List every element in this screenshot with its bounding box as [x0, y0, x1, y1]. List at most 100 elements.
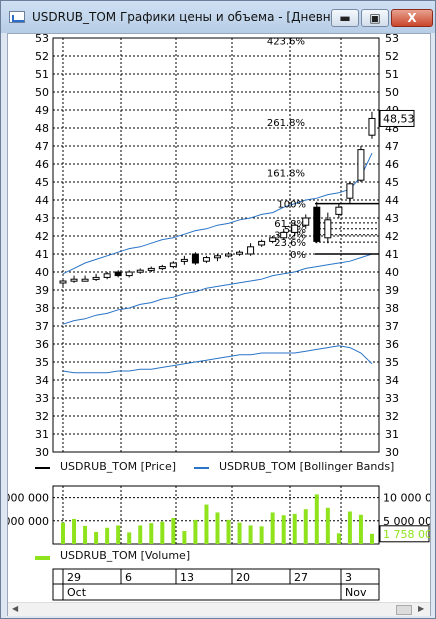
day-label-13: 13 [180, 571, 194, 584]
candle-body-21 [291, 224, 299, 233]
day-label-6: 6 [125, 571, 132, 584]
day-label-20: 20 [236, 571, 250, 584]
candle-body-6 [125, 271, 133, 277]
price-axis-right-37: 37 [385, 320, 399, 333]
candle-body-14 [213, 255, 221, 259]
price-axis-left-41: 41 [35, 248, 49, 261]
volume-axis-left-1: 000 000 [8, 515, 49, 528]
candle-body-19 [269, 237, 277, 242]
price-axis-left-46: 46 [35, 158, 49, 171]
title-bar[interactable]: USDRUB_TOM Графики цены и объема - [Днев… [1, 1, 435, 33]
volume-bar-24 [325, 507, 330, 544]
price-axis-right-42: 42 [385, 230, 399, 243]
volume-bar-14 [215, 512, 220, 544]
current-price-label: 48,53 [383, 112, 415, 125]
price-axis-left-51: 51 [35, 68, 49, 81]
candle-body-23 [313, 206, 321, 242]
volume-bar-3 [94, 531, 99, 544]
price-axis-left-37: 37 [35, 320, 49, 333]
bollinger-mid-line [62, 345, 373, 374]
time-axis: 29 6 13 20 27 3 Oct Nov [52, 568, 380, 601]
price-plot-frame [52, 37, 380, 453]
price-axis-right-36: 36 [385, 338, 399, 351]
volume-bar-15 [226, 519, 231, 544]
volume-bar-6 [127, 532, 132, 544]
price-axis-right-50: 50 [385, 86, 399, 99]
price-axis-left-32: 32 [35, 410, 49, 423]
chart-canvas: 5353525251515050494948484747464645454444… [4, 32, 436, 601]
volume-bar-10 [171, 518, 176, 544]
fib-label-8: 0% [290, 250, 306, 261]
price-axis-right-38: 38 [385, 302, 399, 315]
scroll-thumb[interactable] [396, 605, 412, 615]
volume-bar-2 [83, 525, 88, 544]
candle-body-10 [169, 262, 177, 268]
candle-body-18 [258, 240, 266, 246]
candle-body-27 [357, 149, 365, 181]
month-label-Oct: Oct [67, 586, 87, 599]
price-axis-right-44: 44 [385, 194, 399, 207]
candle-body-25 [335, 206, 343, 215]
price-axis-left-49: 49 [35, 104, 49, 117]
scroll-left-icon[interactable]: ◀ [12, 604, 19, 613]
candle-body-26 [346, 183, 354, 199]
price-axis-right-30: 30 [385, 446, 399, 459]
candle-body-7 [136, 269, 144, 273]
price-axis-right-34: 34 [385, 374, 399, 387]
candle-body-16 [236, 251, 244, 255]
volume-bar-5 [116, 525, 121, 544]
price-axis-left-53: 53 [35, 34, 49, 45]
price-pane: 5353525251515050494948484747464645454444… [35, 32, 415, 459]
volume-bar-27 [358, 514, 363, 544]
window-title: USDRUB_TOM Графики цены и объема - [Днев… [32, 10, 351, 24]
price-axis-left-31: 31 [35, 428, 49, 441]
scroll-right-icon[interactable]: ▶ [418, 604, 425, 613]
candle-body-24 [324, 219, 332, 239]
candle-body-8 [147, 267, 155, 271]
current-price-box [379, 109, 415, 127]
volume-bar-13 [204, 504, 209, 544]
volume-bar-25 [336, 533, 341, 544]
candle-body-4 [103, 273, 111, 278]
volume-bar-17 [248, 525, 253, 544]
minimize-button[interactable]: ▬ [331, 9, 359, 27]
close-button[interactable]: X [391, 9, 433, 27]
fib-label-0: 423.6% [267, 37, 305, 48]
candle-body-2 [81, 278, 89, 282]
fib-label-6: 38.2% [274, 231, 306, 242]
volume-bar-4 [105, 527, 110, 544]
volume-axis-right-0: 10 000 000 [383, 492, 430, 505]
volume-bar-0 [61, 522, 65, 544]
volume-bar-16 [237, 522, 242, 544]
price-axis-left-47: 47 [35, 140, 49, 153]
price-axis-left-33: 33 [35, 392, 49, 405]
candle-body-1 [70, 278, 78, 282]
volume-axis-right-1: 5 000 000 [383, 515, 430, 528]
current-volume-label: 1 758 00 [383, 528, 430, 541]
price-axis-left-50: 50 [35, 86, 49, 99]
volume-legend-swatch [35, 556, 50, 560]
bollinger-legend-swatch [194, 467, 209, 469]
candle-body-22 [302, 217, 310, 226]
price-axis-left-43: 43 [35, 212, 49, 225]
horizontal-scrollbar[interactable]: ◀ ▶ [8, 602, 430, 616]
price-axis-right-32: 32 [385, 410, 399, 423]
price-axis-left-36: 36 [35, 338, 49, 351]
maximize-button[interactable]: ▣ [361, 9, 389, 27]
volume-bar-20 [281, 515, 286, 544]
day-label-3: 3 [345, 571, 352, 584]
price-axis-left-52: 52 [35, 50, 49, 63]
price-axis-right-35: 35 [385, 356, 399, 369]
volume-axis-left-0: 000 000 [8, 492, 49, 505]
price-axis-right-43: 43 [385, 212, 399, 225]
fib-label-1: 261.8% [267, 118, 305, 129]
price-axis-right-51: 51 [385, 68, 399, 81]
price-axis-right-40: 40 [385, 266, 399, 279]
fib-label-2: 161.8% [267, 168, 305, 179]
candle-body-17 [247, 246, 255, 255]
chart-area: 5353525251515050494948484747464645454444… [4, 32, 436, 616]
chart-app-icon [9, 11, 25, 23]
candle-body-3 [92, 276, 100, 280]
day-label-27: 27 [294, 571, 308, 584]
